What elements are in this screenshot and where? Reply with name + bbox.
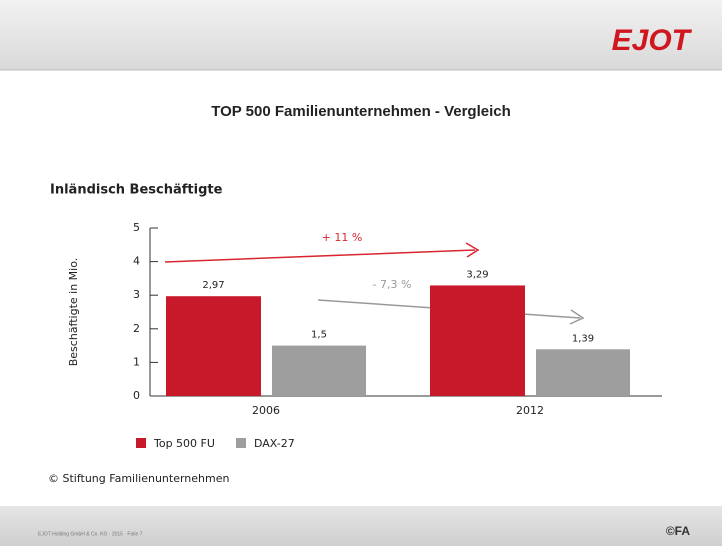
arrow-head bbox=[465, 242, 480, 258]
y-axis-label: Beschäftigte in Mio. bbox=[67, 258, 80, 367]
y-tick-label: 4 bbox=[133, 255, 140, 268]
legend-label: Top 500 FU bbox=[153, 437, 215, 450]
value-label: 2,97 bbox=[202, 280, 224, 291]
bar bbox=[536, 349, 630, 396]
y-tick-label: 0 bbox=[133, 389, 140, 402]
y-tick-label: 5 bbox=[133, 221, 140, 234]
value-label: 3,29 bbox=[466, 269, 488, 280]
subtitle: Inländisch Beschäftigte bbox=[50, 183, 223, 198]
arrow-head bbox=[569, 309, 585, 325]
value-label: 1,39 bbox=[572, 333, 594, 344]
trend-arrow bbox=[164, 249, 476, 263]
footer-text: EJOT Holding GmbH & Co. KG · 2015 · Foli… bbox=[38, 531, 143, 537]
chart-title: TOP 500 Familienunternehmen - Vergleich bbox=[211, 103, 511, 120]
y-tick-label: 2 bbox=[133, 322, 140, 335]
logo: EJOT bbox=[612, 24, 693, 57]
legend-label: DAX-27 bbox=[254, 437, 295, 450]
legend-swatch bbox=[136, 438, 146, 448]
source: © Stiftung Familienunternehmen bbox=[48, 472, 229, 485]
annotation: - 7,3 % bbox=[373, 278, 412, 291]
value-label: 1,5 bbox=[311, 330, 327, 341]
footer-badge: ©FA bbox=[666, 524, 691, 538]
y-tick-label: 3 bbox=[133, 288, 140, 301]
x-tick-label: 2006 bbox=[252, 404, 280, 417]
x-tick-label: 2012 bbox=[516, 404, 544, 417]
legend-swatch bbox=[236, 438, 246, 448]
header-band bbox=[0, 0, 722, 70]
bar bbox=[166, 296, 261, 396]
y-tick-label: 1 bbox=[133, 355, 140, 368]
bar bbox=[272, 345, 366, 396]
annotation: + 11 % bbox=[322, 231, 363, 244]
bar bbox=[430, 285, 525, 396]
footer-band bbox=[0, 506, 722, 546]
